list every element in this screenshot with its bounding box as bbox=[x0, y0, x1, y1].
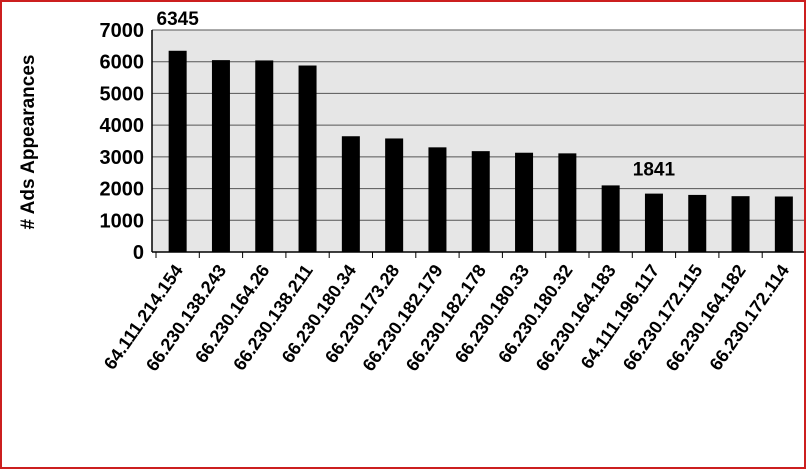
y-axis-label: # Ads Appearances bbox=[18, 55, 39, 230]
bar bbox=[255, 60, 274, 253]
bar bbox=[168, 50, 187, 252]
data-labels: 6345 1841 bbox=[157, 9, 676, 181]
bar bbox=[471, 151, 490, 252]
y-tick-label: 3000 bbox=[100, 147, 145, 169]
data-label: 1841 bbox=[633, 160, 676, 181]
data-label: 6345 bbox=[157, 9, 200, 30]
bar bbox=[601, 185, 620, 252]
axes bbox=[151, 30, 804, 258]
y-tick-label: 6000 bbox=[100, 52, 145, 74]
bar bbox=[774, 196, 793, 252]
y-tick-label: 2000 bbox=[100, 179, 145, 201]
bar bbox=[298, 65, 317, 252]
y-tick-labels: 0 1000 2000 3000 4000 5000 6000 7000 bbox=[100, 20, 145, 264]
bar bbox=[644, 193, 663, 252]
bar bbox=[211, 60, 230, 252]
y-tick-label: 4000 bbox=[100, 115, 145, 137]
bar bbox=[341, 136, 360, 252]
bars bbox=[168, 50, 793, 253]
bar bbox=[688, 194, 707, 252]
y-tick-label: 0 bbox=[133, 242, 144, 264]
bar bbox=[428, 147, 447, 252]
x-tick-label: 66.230.172.114 bbox=[706, 261, 794, 374]
bar bbox=[385, 138, 404, 252]
y-tick-label: 7000 bbox=[100, 20, 145, 42]
bar bbox=[558, 153, 577, 252]
y-tick-label: 5000 bbox=[100, 83, 145, 105]
x-tick-labels: 64.111.214.15466.230.138.24366.230.164.2… bbox=[100, 261, 793, 375]
bar bbox=[731, 196, 750, 252]
y-tick-label: 1000 bbox=[100, 210, 145, 232]
bar bbox=[515, 152, 534, 252]
